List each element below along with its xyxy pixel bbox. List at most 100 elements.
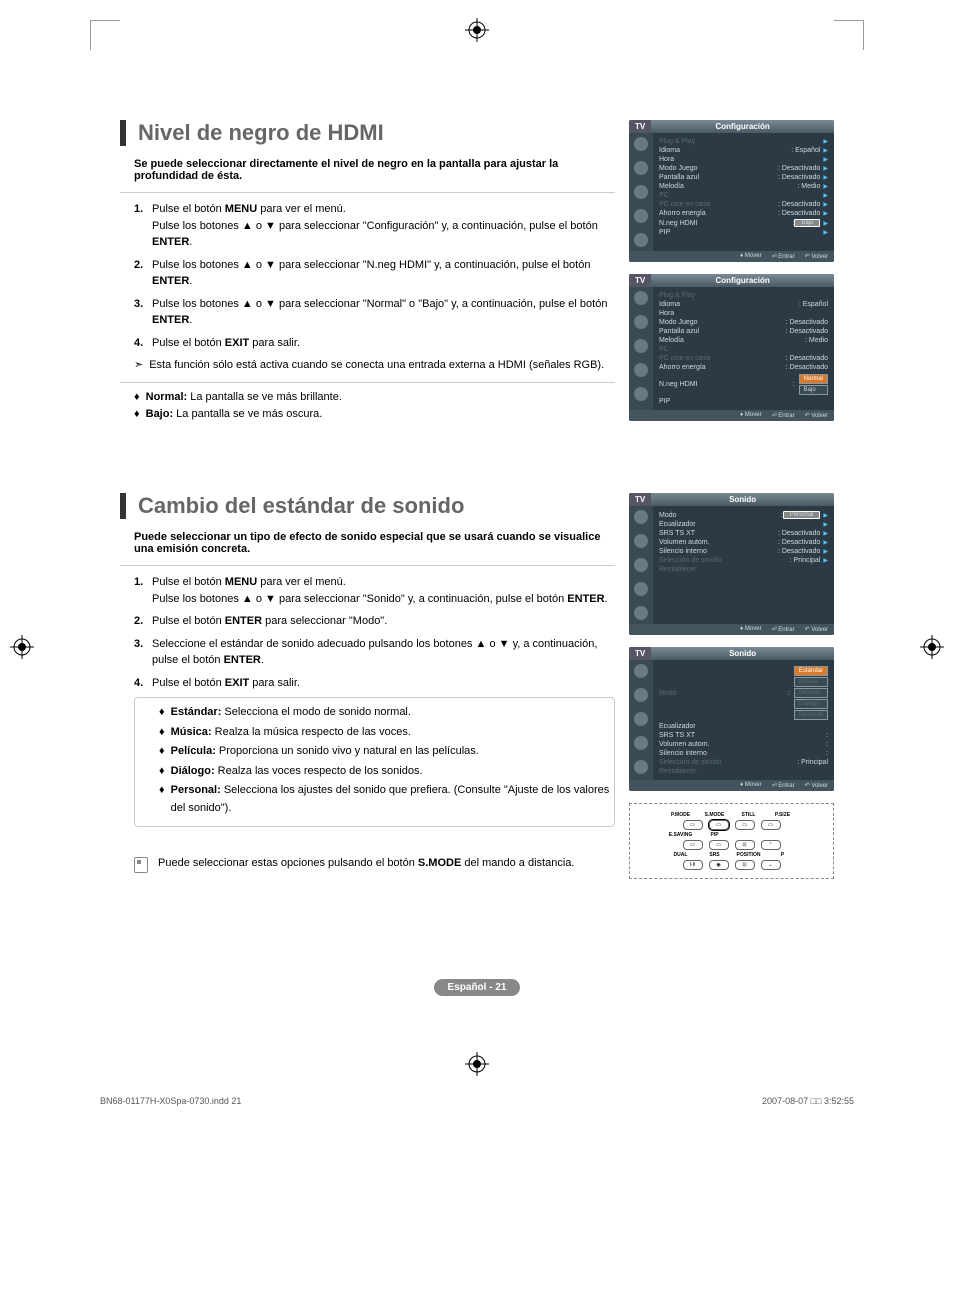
step-text: Pulse el botón EXIT para salir. [152,675,615,692]
menu-value: : Español [791,147,820,154]
menu-tv-label: TV [629,493,651,506]
bullet-text: Normal: La pantalla se ve más brillante. [146,389,342,407]
bullet-item: ♦Estándar: Selecciona el modo de sonido … [159,704,614,722]
step-number: 2. [134,613,152,630]
remote-button: ▭ [709,840,729,850]
menu-value: : Principal [790,557,821,564]
menu-value: : Medio [805,337,828,344]
menu-sonido-1: TVSonidoModo: Personal▶Ecualizador▶SRS T… [629,493,834,635]
page: Nivel de negro de HDMI Se puede seleccio… [0,0,954,1056]
menu-row: Restablecer [659,767,828,776]
menu-label: Volumen autom. [659,741,826,748]
step-text: Pulse el botón EXIT para salir. [152,335,615,352]
step-text: Seleccione el estándar de sonido adecuad… [152,636,615,669]
step-number: 2. [134,257,152,290]
menu-sidebar-icon [634,664,648,678]
step-number: 1. [134,574,152,607]
menu-value: : Desactivado [786,328,828,335]
menu-row: Silencio interno: Desactivado▶ [659,547,828,556]
menu-items: Modo:EstándarMúsicaPelículaDiálogoPerson… [653,660,834,780]
menu-sidebar-icon [634,558,648,572]
menu-label: Hora [659,156,820,163]
remote-row: ▭▭⊡⌃ [638,840,825,850]
note-text: Esta función sólo está activa cuando se … [149,357,604,374]
menu-value: : Desactivado [778,201,820,208]
remote-button: ▭ [761,820,781,830]
remote-label: P.SIZE [769,812,797,818]
step-number: 1. [134,201,152,251]
menu-option: Normal [799,374,828,384]
remote-button: ⊡ [735,840,755,850]
menu-value: : [826,750,828,757]
arrow-right-icon: ▶ [823,210,828,217]
remote-button: ⌄ [761,860,781,870]
footer-back: ↶ Volver [805,412,828,419]
step: 2.Pulse los botones ▲ o ▼ para seleccion… [134,257,615,290]
step-text: Pulse los botones ▲ o ▼ para seleccionar… [152,296,615,329]
menu-row: PC [659,345,828,354]
menu-row: SRS TS XT: Desactivado▶ [659,529,828,538]
steps-list: 1.Pulse el botón MENU para ver el menú.P… [120,574,615,691]
menu-label: PC cine en casa [659,201,778,208]
remote-button: I-II [683,860,703,870]
menu-label: Ecualizador [659,521,820,528]
menu-sidebar-icon [634,712,648,726]
menu-label: Plug & Play [659,292,828,299]
menu-value-highlight: Bajo [794,219,820,227]
bullet-list: ♦Normal: La pantalla se ve más brillante… [120,382,615,424]
menu-label: Melodía [659,183,797,190]
menu-sidebar-icon [634,534,648,548]
menu-tv-label: TV [629,274,651,287]
remote-icon [134,857,148,873]
document-meta: BN68-01177H-X0Spa-0730.indd 21 2007-08-0… [0,1096,954,1106]
menu-row: Pantalla azul: Desactivado▶ [659,173,828,182]
remote-button: ▭ [735,820,755,830]
step-number: 3. [134,636,152,669]
menu-label: PC [659,346,828,353]
menu-row: PC▶ [659,191,828,200]
menu-icon-sidebar [629,133,653,251]
remote-label: DUAL [667,852,695,858]
footer-back: ↶ Volver [805,626,828,633]
doc-timestamp: 2007-08-07 □□ 3:52:55 [762,1096,854,1106]
section-sound-standard: Cambio del estándar de sonido Puede sele… [120,493,834,879]
remote-button: ⊡ [735,860,755,870]
remote-buttons-panel: P.MODES.MODESTILLP.SIZE▭▭▭▭E.SAVINGPIP▭▭… [629,803,834,879]
menu-footer: ♦ Mover⏎ Entrar↶ Volver [629,780,834,791]
menu-row: Idioma: Español [659,300,828,309]
menu-option: Estándar [794,666,828,676]
remote-row: E.SAVINGPIP [638,832,825,838]
menu-value: : Desactivado [778,539,820,546]
menu-config-1: TVConfiguraciónPlug & Play▶Idioma: Españ… [629,120,834,262]
menu-sidebar-icon [634,363,648,377]
step-number: 4. [134,675,152,692]
menu-title: Sonido [651,493,834,506]
bullet-item: ♦Diálogo: Realza las voces respecto de l… [159,763,614,781]
step: 4.Pulse el botón EXIT para salir. [134,335,615,352]
menu-option: Diálogo [794,699,828,709]
menu-sidebar-icon [634,161,648,175]
crop-mark-icon [90,20,120,50]
menu-sonido-2: TVSonidoModo:EstándarMúsicaPelículaDiálo… [629,647,834,791]
menu-row: PIP▶ [659,228,828,237]
remote-label: PIP [701,832,729,838]
footer-enter: ⏎ Entrar [772,626,795,633]
menu-row: Volumen autom.: [659,740,828,749]
step-text: Pulse el botón MENU para ver el menú.Pul… [152,574,615,607]
menu-row: Ahorro energía: Desactivado▶ [659,209,828,218]
menu-label: Ahorro energía [659,210,778,217]
menu-value-highlight: Personal [783,511,821,519]
arrow-right-icon: ▶ [823,539,828,546]
menu-label: PIP [659,229,820,236]
arrow-right-icon: ▶ [823,138,828,145]
menu-items: Plug & Play▶Idioma: Español▶Hora▶Modo Ju… [653,133,834,251]
section-title: Cambio del estándar de sonido [120,493,615,519]
step-number: 3. [134,296,152,329]
menu-sidebar-icon [634,606,648,620]
menu-label: Idioma [659,147,791,154]
menu-config-2: TVConfiguraciónPlug & PlayIdioma: Españo… [629,274,834,421]
arrow-right-icon: ▶ [823,220,828,227]
step-text: Pulse el botón MENU para ver el menú.Pul… [152,201,615,251]
menu-tv-label: TV [629,120,651,133]
remote-row: DUALSRSPOSITIONP [638,852,825,858]
